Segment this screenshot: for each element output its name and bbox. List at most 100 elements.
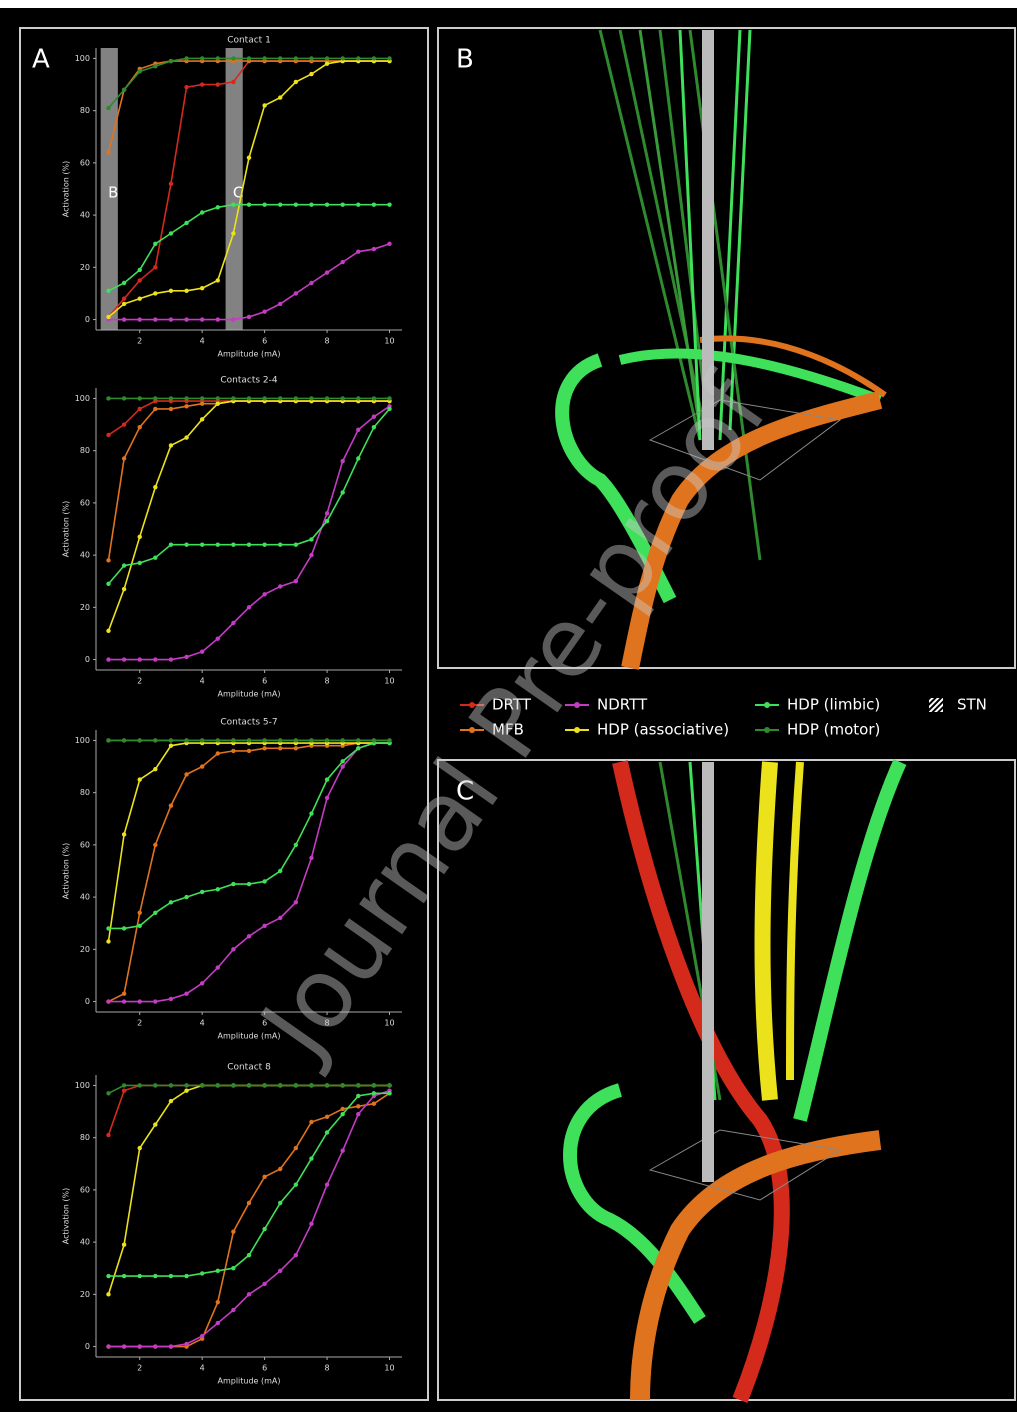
series-point: [168, 181, 174, 186]
y-tick-label: 80: [80, 788, 90, 797]
region-label: C: [233, 184, 243, 202]
y-tick-label: 60: [80, 840, 90, 849]
shaded-region: [225, 48, 243, 330]
series-point: [153, 64, 158, 69]
panel-label: A: [32, 45, 50, 75]
series-point: [371, 396, 377, 401]
series-point: [278, 584, 283, 589]
x-tick-label: 2: [137, 1019, 142, 1028]
series-point: [278, 542, 283, 547]
series-point: [231, 620, 236, 626]
series-point: [309, 552, 314, 558]
series-point: [184, 317, 189, 322]
series-point: [184, 220, 189, 226]
x-tick-label: 10: [384, 337, 394, 346]
series-point: [184, 542, 189, 547]
series-point: [231, 1266, 236, 1271]
x-axis-label: Amplitude (mA): [217, 690, 280, 699]
series-point: [246, 155, 252, 160]
chart-title: Contact 8: [227, 1063, 271, 1073]
series-point: [106, 150, 111, 155]
series-point: [340, 202, 345, 207]
series-point: [293, 746, 299, 751]
series-point: [340, 759, 345, 764]
series-point: [137, 296, 142, 301]
series-point: [121, 563, 127, 568]
series-point: [153, 1083, 158, 1088]
chart-title: Contacts 2-4: [220, 376, 278, 386]
series-point: [106, 1292, 111, 1297]
x-axis-label: Amplitude (mA): [217, 350, 280, 359]
series-point: [387, 241, 392, 247]
panel-b-frame: [437, 27, 1016, 669]
series-point: [340, 764, 345, 769]
series-point: [324, 270, 330, 275]
series-point: [387, 396, 392, 401]
series-point: [278, 1200, 283, 1206]
y-tick-label: 40: [80, 893, 90, 902]
series-point: [137, 1273, 142, 1279]
series-point: [262, 738, 267, 743]
series-point: [199, 82, 205, 87]
series-point: [184, 56, 189, 61]
x-tick-label: 4: [200, 337, 205, 346]
series-point: [106, 581, 111, 587]
series-point: [340, 396, 345, 401]
series-point: [309, 811, 314, 816]
series-point: [121, 1242, 127, 1247]
series-point: [199, 981, 205, 986]
series-point: [371, 246, 377, 252]
series-point: [184, 404, 189, 409]
y-tick-label: 100: [75, 54, 90, 63]
series-point: [293, 738, 299, 743]
series-point: [137, 69, 142, 74]
series-point: [215, 1268, 220, 1274]
series-point: [340, 1083, 345, 1088]
legend-marker: [469, 727, 475, 733]
series-point: [184, 84, 189, 90]
series-point: [278, 746, 283, 751]
series-point: [121, 396, 127, 401]
legend-label: DRTT: [492, 696, 532, 714]
series-point: [309, 56, 314, 61]
series-point: [246, 56, 252, 61]
y-tick-label: 20: [80, 1290, 90, 1299]
series-point: [184, 1341, 189, 1347]
series-point: [246, 1252, 252, 1258]
series-point: [262, 592, 267, 597]
shaded-region: [100, 48, 118, 330]
panel-c-image: [563, 759, 907, 1403]
series-point: [184, 991, 189, 996]
series-point: [153, 291, 158, 296]
legend-hatch: [929, 698, 943, 712]
series-point: [231, 79, 236, 85]
series-point: [199, 1333, 205, 1339]
series-point: [340, 259, 345, 265]
series-point: [199, 417, 205, 422]
legend-label: HDP (associative): [597, 721, 729, 739]
series-point: [387, 202, 392, 207]
series-point: [356, 1104, 361, 1109]
y-axis-label: Activation (%): [62, 843, 71, 899]
series-point: [387, 406, 392, 412]
series-point: [106, 558, 111, 563]
series-point: [371, 414, 377, 419]
series-point: [184, 738, 189, 743]
series-point: [153, 317, 158, 322]
series-point: [121, 586, 127, 592]
series-point: [153, 657, 158, 662]
y-tick-label: 0: [85, 315, 90, 324]
series-point: [324, 1182, 330, 1187]
y-tick-label: 40: [80, 551, 90, 560]
legend-label: HDP (limbic): [787, 696, 880, 714]
series-point: [121, 991, 127, 996]
y-tick-label: 20: [80, 263, 90, 272]
x-tick-label: 6: [262, 1019, 267, 1028]
series-point: [168, 1344, 174, 1349]
y-tick-label: 100: [75, 394, 90, 403]
series-point: [278, 95, 283, 100]
series-point: [168, 738, 174, 743]
series-point: [262, 879, 267, 884]
x-tick-label: 4: [200, 1364, 205, 1373]
figure-background: [0, 8, 1017, 1412]
